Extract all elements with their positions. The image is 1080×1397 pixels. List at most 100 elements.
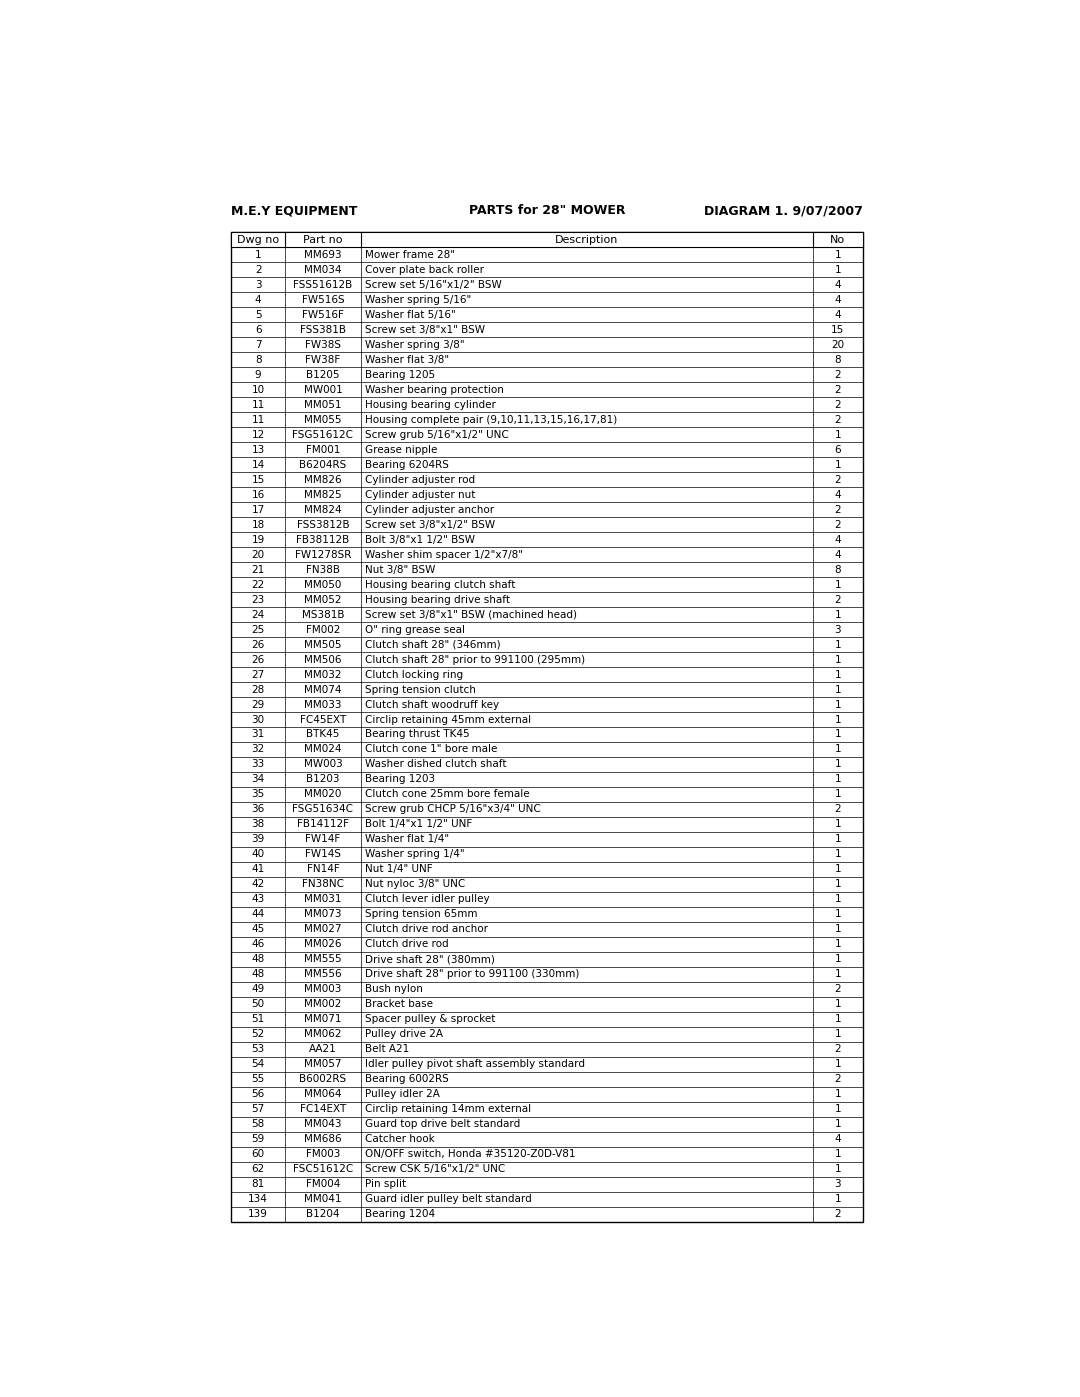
Bar bbox=[231, 232, 863, 1222]
Text: Clutch drive rod anchor: Clutch drive rod anchor bbox=[365, 925, 487, 935]
Text: FC45EXT: FC45EXT bbox=[300, 714, 346, 725]
Text: Circlip retaining 45mm external: Circlip retaining 45mm external bbox=[365, 714, 530, 725]
Text: 1: 1 bbox=[835, 1090, 841, 1099]
Text: 39: 39 bbox=[252, 834, 265, 844]
Text: 17: 17 bbox=[252, 504, 265, 514]
Text: Nut 1/4" UNF: Nut 1/4" UNF bbox=[365, 865, 432, 875]
Text: Cylinder adjuster nut: Cylinder adjuster nut bbox=[365, 489, 475, 500]
Text: Pin split: Pin split bbox=[365, 1179, 406, 1189]
Text: 8: 8 bbox=[835, 355, 841, 365]
Text: FM002: FM002 bbox=[306, 624, 340, 634]
Text: 1: 1 bbox=[835, 894, 841, 904]
Text: 19: 19 bbox=[252, 535, 265, 545]
Text: 60: 60 bbox=[252, 1150, 265, 1160]
Text: FN14F: FN14F bbox=[307, 865, 339, 875]
Text: 4: 4 bbox=[835, 489, 841, 500]
Text: AA21: AA21 bbox=[309, 1045, 337, 1055]
Text: Washer flat 3/8": Washer flat 3/8" bbox=[365, 355, 448, 365]
Text: MM071: MM071 bbox=[305, 1014, 341, 1024]
Text: MW003: MW003 bbox=[303, 760, 342, 770]
Text: 36: 36 bbox=[252, 805, 265, 814]
Text: 21: 21 bbox=[252, 564, 265, 574]
Text: MM686: MM686 bbox=[305, 1134, 341, 1144]
Text: Bolt 3/8"x1 1/2" BSW: Bolt 3/8"x1 1/2" BSW bbox=[365, 535, 474, 545]
Text: 33: 33 bbox=[252, 760, 265, 770]
Text: 10: 10 bbox=[252, 384, 265, 394]
Text: Spacer pulley & sprocket: Spacer pulley & sprocket bbox=[365, 1014, 495, 1024]
Text: 1: 1 bbox=[835, 1194, 841, 1204]
Text: B1204: B1204 bbox=[306, 1210, 339, 1220]
Text: 20: 20 bbox=[252, 549, 265, 560]
Text: FSS381B: FSS381B bbox=[300, 324, 346, 335]
Text: FSS3812B: FSS3812B bbox=[297, 520, 349, 529]
Text: FW516F: FW516F bbox=[302, 310, 343, 320]
Text: MM555: MM555 bbox=[305, 954, 341, 964]
Text: Nut nyloc 3/8" UNC: Nut nyloc 3/8" UNC bbox=[365, 880, 464, 890]
Text: 4: 4 bbox=[835, 1134, 841, 1144]
Text: 15: 15 bbox=[252, 475, 265, 485]
Text: 2: 2 bbox=[835, 504, 841, 514]
Text: 56: 56 bbox=[252, 1090, 265, 1099]
Text: MW001: MW001 bbox=[303, 384, 342, 394]
Text: Housing bearing cylinder: Housing bearing cylinder bbox=[365, 400, 496, 409]
Text: FW14S: FW14S bbox=[305, 849, 341, 859]
Text: 1: 1 bbox=[835, 865, 841, 875]
Text: 1: 1 bbox=[835, 925, 841, 935]
Text: Drive shaft 28" prior to 991100 (330mm): Drive shaft 28" prior to 991100 (330mm) bbox=[365, 970, 579, 979]
Text: Bearing 1204: Bearing 1204 bbox=[365, 1210, 435, 1220]
Text: 58: 58 bbox=[252, 1119, 265, 1129]
Text: 2: 2 bbox=[835, 400, 841, 409]
Text: FB38112B: FB38112B bbox=[296, 535, 350, 545]
Text: 1: 1 bbox=[255, 250, 261, 260]
Text: 2: 2 bbox=[835, 595, 841, 605]
Text: Screw grub CHCP 5/16"x3/4" UNC: Screw grub CHCP 5/16"x3/4" UNC bbox=[365, 805, 540, 814]
Text: MM041: MM041 bbox=[305, 1194, 341, 1204]
Text: O" ring grease seal: O" ring grease seal bbox=[365, 624, 464, 634]
Text: 8: 8 bbox=[255, 355, 261, 365]
Text: 2: 2 bbox=[835, 805, 841, 814]
Text: Pulley drive 2A: Pulley drive 2A bbox=[365, 1030, 443, 1039]
Text: 23: 23 bbox=[252, 595, 265, 605]
Text: FW38S: FW38S bbox=[305, 339, 341, 349]
Text: FB14112F: FB14112F bbox=[297, 820, 349, 830]
Text: 25: 25 bbox=[252, 624, 265, 634]
Text: 27: 27 bbox=[252, 669, 265, 679]
Text: 1: 1 bbox=[835, 1119, 841, 1129]
Text: MM824: MM824 bbox=[305, 504, 341, 514]
Text: 1: 1 bbox=[835, 880, 841, 890]
Text: 1: 1 bbox=[835, 970, 841, 979]
Text: MM057: MM057 bbox=[305, 1059, 341, 1069]
Text: 1: 1 bbox=[835, 745, 841, 754]
Text: Screw set 5/16"x1/2" BSW: Screw set 5/16"x1/2" BSW bbox=[365, 279, 501, 289]
Text: FM001: FM001 bbox=[306, 444, 340, 454]
Text: 4: 4 bbox=[835, 295, 841, 305]
Text: Drive shaft 28" (380mm): Drive shaft 28" (380mm) bbox=[365, 954, 495, 964]
Text: MM031: MM031 bbox=[305, 894, 341, 904]
Text: 2: 2 bbox=[835, 1045, 841, 1055]
Text: Guard idler pulley belt standard: Guard idler pulley belt standard bbox=[365, 1194, 531, 1204]
Text: 2: 2 bbox=[835, 370, 841, 380]
Text: 1: 1 bbox=[835, 714, 841, 725]
Text: 44: 44 bbox=[252, 909, 265, 919]
Text: Bolt 1/4"x1 1/2" UNF: Bolt 1/4"x1 1/2" UNF bbox=[365, 820, 472, 830]
Text: Belt A21: Belt A21 bbox=[365, 1045, 409, 1055]
Text: 32: 32 bbox=[252, 745, 265, 754]
Text: MM034: MM034 bbox=[305, 264, 341, 275]
Text: BTK45: BTK45 bbox=[307, 729, 339, 739]
Text: MM002: MM002 bbox=[305, 999, 341, 1010]
Text: 4: 4 bbox=[835, 549, 841, 560]
Text: 40: 40 bbox=[252, 849, 265, 859]
Text: MM024: MM024 bbox=[305, 745, 341, 754]
Text: 26: 26 bbox=[252, 655, 265, 665]
Text: Clutch cone 25mm bore female: Clutch cone 25mm bore female bbox=[365, 789, 529, 799]
Text: 11: 11 bbox=[252, 400, 265, 409]
Text: 15: 15 bbox=[832, 324, 845, 335]
Text: 43: 43 bbox=[252, 894, 265, 904]
Text: FW14F: FW14F bbox=[306, 834, 340, 844]
Text: Bearing 6002RS: Bearing 6002RS bbox=[365, 1074, 448, 1084]
Text: MM505: MM505 bbox=[305, 640, 341, 650]
Text: 1: 1 bbox=[835, 669, 841, 679]
Text: 62: 62 bbox=[252, 1164, 265, 1175]
Text: 20: 20 bbox=[832, 339, 845, 349]
Text: Clutch drive rod: Clutch drive rod bbox=[365, 939, 448, 950]
